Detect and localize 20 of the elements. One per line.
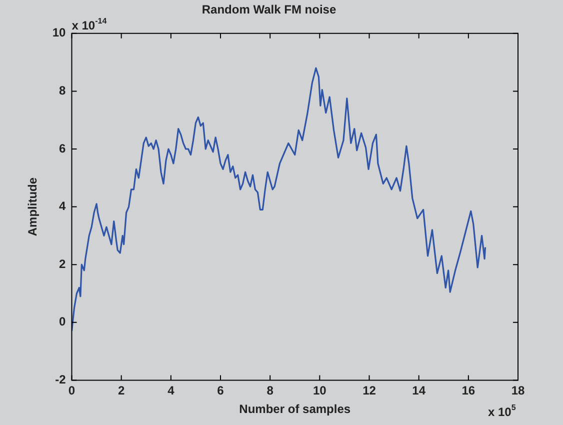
y-tick-label: 8 bbox=[59, 84, 66, 98]
y-tick-label: -2 bbox=[55, 372, 66, 387]
x-tick-label: 8 bbox=[266, 384, 274, 398]
y-tick-label: 4 bbox=[59, 199, 66, 214]
y-tick-label: 10 bbox=[52, 26, 66, 40]
x-axis-title: Number of samples bbox=[239, 402, 351, 416]
x-tick-label: 18 bbox=[511, 384, 525, 398]
x-tick-label: 2 bbox=[118, 384, 125, 398]
y-tick-label: 6 bbox=[59, 141, 66, 156]
x-tick-label: 6 bbox=[217, 384, 224, 398]
x-tick-label: 16 bbox=[462, 384, 476, 398]
x-tick-label: 10 bbox=[312, 384, 327, 398]
y-tick-label: 2 bbox=[59, 256, 66, 271]
x-tick-label: 0 bbox=[68, 384, 76, 398]
x-tick-label: 4 bbox=[168, 384, 175, 398]
chart-title: Random Walk FM noise bbox=[202, 2, 336, 17]
x-tick-label: 12 bbox=[362, 384, 376, 398]
y-tick-label: 0 bbox=[59, 314, 66, 329]
x-tick-label: 14 bbox=[412, 384, 426, 398]
y-axis-title: Amplitude bbox=[26, 177, 40, 236]
